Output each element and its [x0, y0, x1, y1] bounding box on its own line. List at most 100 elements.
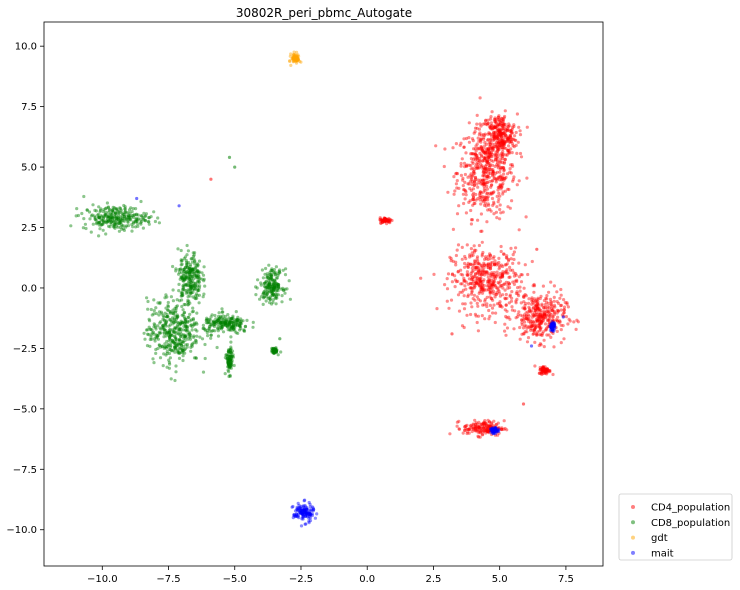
data-point [462, 188, 466, 192]
data-point [124, 211, 128, 215]
data-point [221, 318, 225, 322]
data-point [466, 265, 470, 269]
data-point [552, 295, 556, 299]
data-point [223, 372, 227, 376]
data-point [487, 131, 491, 135]
data-point [483, 198, 487, 202]
data-point [493, 131, 498, 135]
data-point [482, 173, 486, 177]
data-point [480, 288, 485, 292]
data-point [442, 164, 446, 169]
data-point [549, 303, 553, 307]
data-point [469, 286, 473, 290]
data-point [474, 267, 478, 271]
data-point [490, 146, 494, 150]
data-point [547, 290, 551, 294]
data-point [157, 310, 162, 314]
data-point [468, 174, 472, 178]
data-point [473, 179, 477, 183]
data-point [481, 149, 485, 153]
data-point [497, 128, 501, 132]
data-point [501, 286, 505, 290]
data-point [479, 140, 483, 144]
data-point [500, 283, 504, 288]
data-point [500, 145, 504, 150]
data-point [514, 301, 518, 305]
data-point [501, 157, 505, 161]
data-point [165, 295, 169, 299]
data-point [453, 274, 457, 278]
data-point [530, 325, 534, 329]
data-point [474, 281, 478, 286]
data-point [487, 148, 491, 152]
data-point [178, 268, 182, 272]
data-point [472, 147, 476, 151]
data-point [197, 281, 201, 285]
data-point [469, 188, 474, 192]
data-point [499, 263, 504, 267]
data-point [463, 189, 468, 193]
data-point [567, 317, 571, 321]
data-point [485, 272, 489, 276]
data-point [513, 138, 517, 142]
data-point [520, 273, 524, 277]
data-point [500, 137, 504, 141]
data-point [488, 117, 492, 121]
x-tick-label: 7.5 [558, 574, 574, 585]
data-point [469, 222, 473, 226]
data-point [471, 253, 475, 257]
data-point [488, 126, 492, 130]
data-point [496, 152, 500, 156]
data-point [490, 306, 495, 310]
data-point [492, 202, 496, 206]
data-point [473, 275, 477, 279]
data-point [233, 165, 237, 169]
data-point [483, 167, 487, 171]
data-point [498, 185, 502, 189]
data-point [498, 285, 502, 289]
data-point [463, 254, 467, 259]
data-point [497, 186, 501, 190]
data-point [262, 291, 266, 295]
data-point [468, 253, 472, 257]
data-point [215, 320, 219, 324]
data-point [490, 155, 494, 159]
x-tick-label: −10.0 [87, 574, 118, 585]
data-point [545, 300, 549, 304]
data-point [457, 186, 461, 190]
data-point [476, 278, 480, 283]
data-point [484, 118, 488, 122]
data-point [448, 432, 452, 436]
data-point [456, 243, 461, 247]
data-point [496, 280, 500, 285]
data-point [482, 170, 486, 174]
data-point [555, 319, 560, 323]
data-point [532, 306, 536, 310]
data-point [495, 156, 499, 160]
data-point [503, 329, 507, 333]
data-point [461, 273, 465, 277]
data-point [498, 133, 503, 137]
data-point [491, 298, 495, 302]
data-point [484, 257, 488, 261]
data-point [168, 323, 172, 327]
data-point [270, 267, 274, 271]
data-point [165, 351, 169, 356]
data-point [486, 121, 490, 125]
data-point [469, 282, 473, 286]
data-point [490, 283, 494, 288]
data-point [486, 275, 490, 279]
data-point [469, 152, 473, 156]
data-point [474, 164, 478, 168]
data-point [497, 132, 501, 136]
data-point [487, 284, 491, 288]
data-point [485, 288, 489, 292]
data-point [218, 325, 222, 330]
y-axis: −10.0−7.5−5.0−2.50.02.55.07.510.0 [6, 42, 44, 536]
data-point [171, 288, 175, 292]
data-point [461, 431, 465, 435]
data-point [469, 262, 473, 266]
data-point [543, 311, 547, 315]
data-point [454, 172, 458, 176]
data-point [563, 300, 567, 305]
